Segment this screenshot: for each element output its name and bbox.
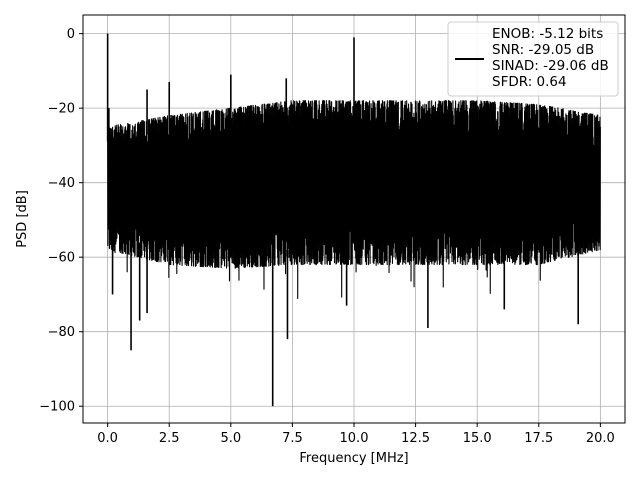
x-axis-ticks: 0.0 2.5 5.0 7.5 10.0 12.5 15.0 17.5 20.0 <box>97 423 615 446</box>
legend: ENOB: -5.12 bits SNR: -29.05 dB SINAD: -… <box>447 21 619 97</box>
legend-entry-sfdr: SFDR: 0.64 <box>492 74 567 90</box>
legend-entry-enob: ENOB: -5.12 bits <box>492 26 603 42</box>
y-axis-label: PSD [dB] <box>15 190 30 248</box>
x-tick-label: 12.5 <box>401 431 430 446</box>
x-tick-label: 20.0 <box>586 431 615 446</box>
y-tick-label: −100 <box>39 400 75 415</box>
y-tick-label: −60 <box>48 251 75 266</box>
series-group <box>106 33 601 407</box>
plot-frame <box>82 14 626 424</box>
x-tick-label: 17.5 <box>524 431 553 446</box>
x-axis-label: Frequency [MHz] <box>299 451 408 466</box>
x-tick-label: 15.0 <box>463 431 492 446</box>
x-tick-label: 7.5 <box>282 431 303 446</box>
x-tick-label: 10.0 <box>340 431 369 446</box>
x-tick-label: 5.0 <box>220 431 241 446</box>
y-axis-ticks: 0 −20 −40 −60 −80 −100 <box>39 27 83 415</box>
y-tick-label: −80 <box>48 325 75 340</box>
y-tick-label: −40 <box>48 176 75 191</box>
legend-box <box>447 21 619 97</box>
legend-entry-snr: SNR: -29.05 dB <box>492 42 594 58</box>
y-tick-label: 0 <box>67 27 75 42</box>
x-tick-label: 2.5 <box>159 431 180 446</box>
legend-entry-sinad: SINAD: -29.06 dB <box>492 58 609 74</box>
x-tick-label: 0.0 <box>97 431 118 446</box>
y-tick-label: −20 <box>48 102 75 117</box>
